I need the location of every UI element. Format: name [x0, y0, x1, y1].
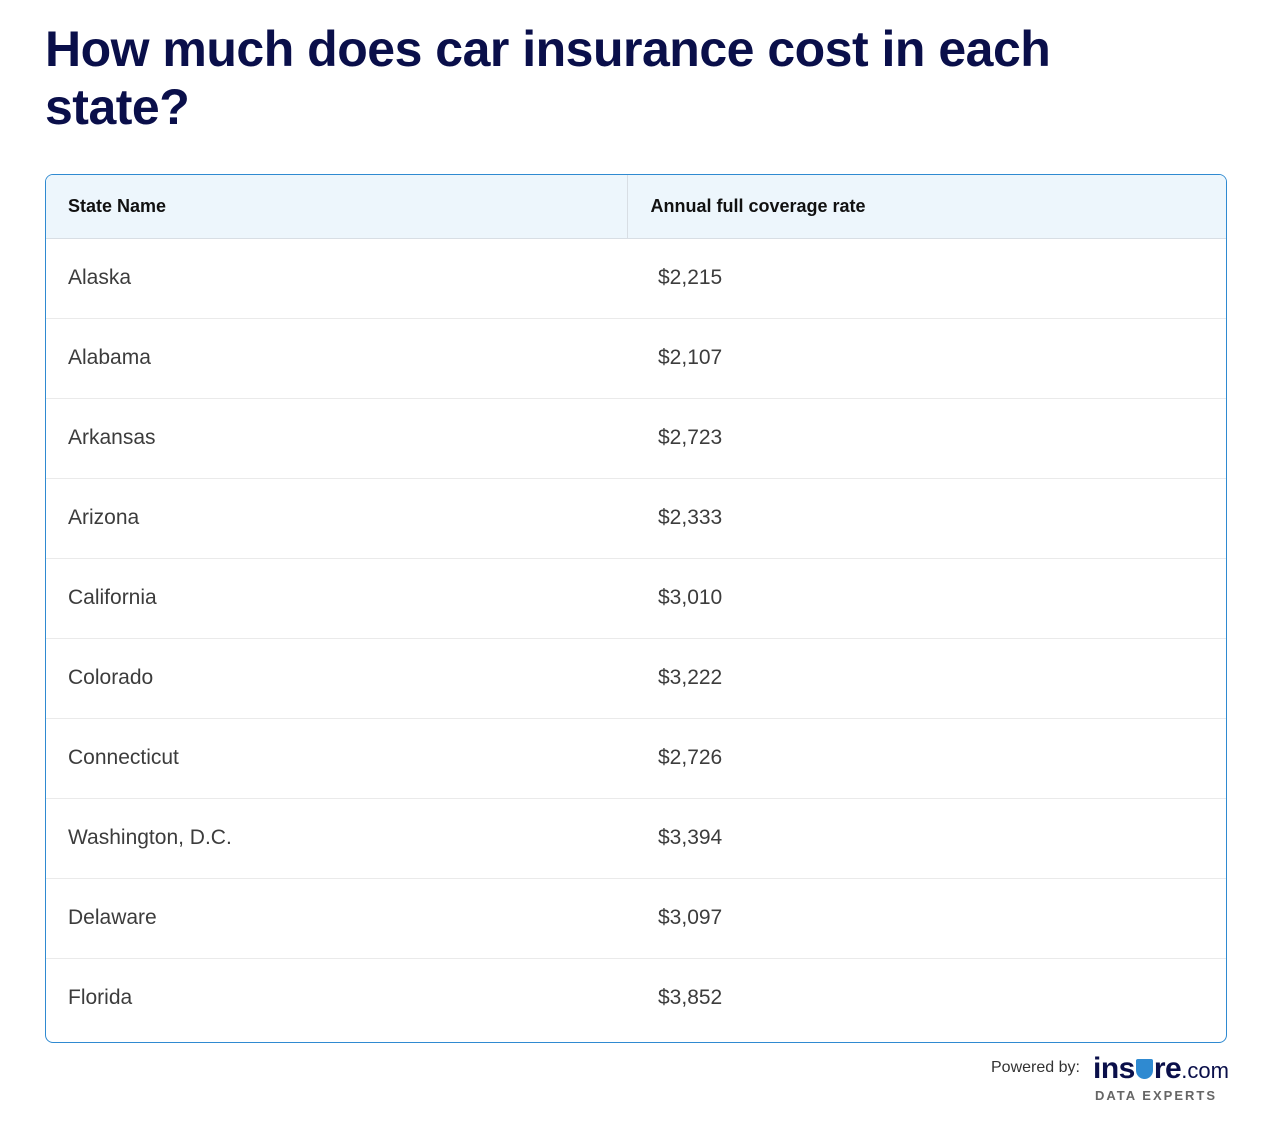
- powered-by-label: Powered by:: [991, 1059, 1080, 1076]
- state-cell: Florida: [68, 986, 133, 1010]
- column-header-state: State Name: [46, 175, 628, 239]
- rates-table: State Name Annual full coverage rate Ala…: [46, 175, 1226, 1038]
- table-row: Florida $3,852: [46, 958, 1226, 1038]
- rate-cell: $3,852: [658, 986, 723, 1010]
- table-row: Washington, D.C. $3,394: [46, 798, 1226, 878]
- state-cell: Arkansas: [68, 426, 156, 449]
- state-cell: California: [68, 586, 157, 609]
- rate-cell: $2,215: [658, 266, 723, 289]
- state-cell: Alabama: [68, 346, 151, 369]
- table-row: Alabama $2,107: [46, 318, 1226, 398]
- table-row: Arizona $2,333: [46, 478, 1226, 558]
- rates-table-container: State Name Annual full coverage rate Ala…: [45, 174, 1227, 1043]
- table-row: Alaska $2,215: [46, 238, 1226, 318]
- rate-cell: $3,010: [658, 586, 723, 609]
- logo-text-part1: ins: [1093, 1052, 1135, 1085]
- rate-cell: $2,107: [658, 346, 723, 369]
- table-header: State Name Annual full coverage rate: [46, 175, 1226, 239]
- rate-cell: $2,333: [658, 506, 723, 529]
- page-title: How much does car insurance cost in each…: [45, 21, 1051, 135]
- rate-cell: $3,394: [658, 826, 723, 849]
- state-cell: Washington, D.C.: [68, 826, 232, 849]
- column-header-rate: Annual full coverage rate: [627, 175, 1226, 239]
- state-cell: Connecticut: [68, 746, 179, 769]
- rate-cell: $3,222: [658, 666, 723, 689]
- logo-suffix: .com: [1181, 1058, 1229, 1083]
- table-row: Connecticut $2,726: [46, 718, 1226, 798]
- logo-text-part2: re: [1153, 1052, 1182, 1085]
- table-row: Colorado $3,222: [46, 638, 1226, 718]
- table-row: Delaware $3,097: [46, 878, 1226, 958]
- state-cell: Alaska: [68, 266, 132, 289]
- logo-tagline: DATA EXPERTS: [1095, 1088, 1217, 1103]
- rate-cell: $2,723: [658, 426, 723, 449]
- table-row: California $3,010: [46, 558, 1226, 638]
- state-cell: Delaware: [68, 906, 157, 929]
- state-cell: Arizona: [68, 506, 140, 529]
- table-body: Alaska $2,215 Alabama $2,107 Arkansas $2…: [46, 238, 1226, 1038]
- table-row: Arkansas $2,723: [46, 398, 1226, 478]
- attribution-footer: Powered by: ins re.com DATA EXPERTS: [990, 1052, 1230, 1112]
- rate-cell: $2,726: [658, 746, 723, 769]
- header-row: State Name Annual full coverage rate: [46, 175, 1226, 239]
- insure-com-logo[interactable]: ins re.com: [1093, 1052, 1229, 1086]
- state-cell: Colorado: [68, 666, 154, 689]
- rate-cell: $3,097: [658, 906, 723, 929]
- shield-icon: [1135, 1059, 1153, 1079]
